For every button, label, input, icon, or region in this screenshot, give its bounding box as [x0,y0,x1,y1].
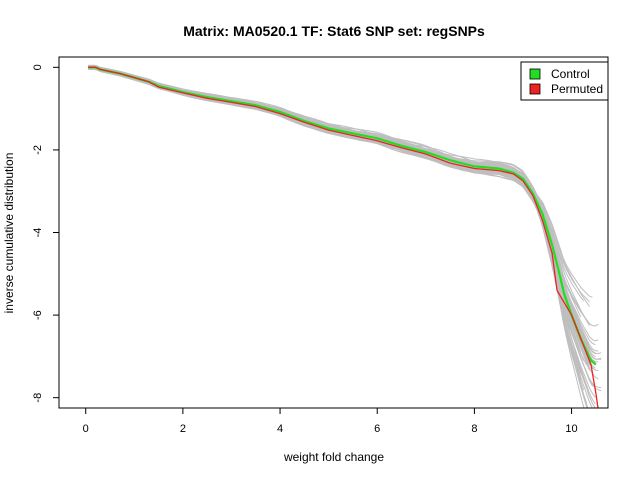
y-tick-label: -6 [32,310,44,320]
x-tick-label: 4 [277,423,283,435]
x-axis: 0 2 4 6 8 10 [83,408,578,435]
x-tick-label: 8 [471,423,477,435]
permutation-line [88,65,585,302]
x-tick-label: 6 [374,423,380,435]
y-tick-label: -8 [32,393,44,403]
y-axis-label: inverse cumulative distribution [2,153,16,314]
x-tick-label: 0 [83,423,89,435]
main-series-lines [88,66,599,408]
legend-swatch-control [529,68,541,80]
legend-label-control: Control [551,67,590,81]
y-axis: 0 -2 -4 -6 -8 [32,64,59,403]
legend-swatch-permuted [529,83,541,95]
x-axis-label: weight fold change [283,450,384,464]
chart-title: Matrix: MA0520.1 TF: Stat6 SNP set: regS… [183,23,485,39]
legend-label-permuted: Permuted [551,82,603,96]
y-tick-label: -2 [32,145,44,155]
x-tick-label: 10 [565,423,577,435]
x-tick-label: 2 [180,423,186,435]
y-tick-label: -4 [32,228,44,238]
series-line-permuted [88,66,599,408]
y-tick-label: 0 [32,64,44,70]
